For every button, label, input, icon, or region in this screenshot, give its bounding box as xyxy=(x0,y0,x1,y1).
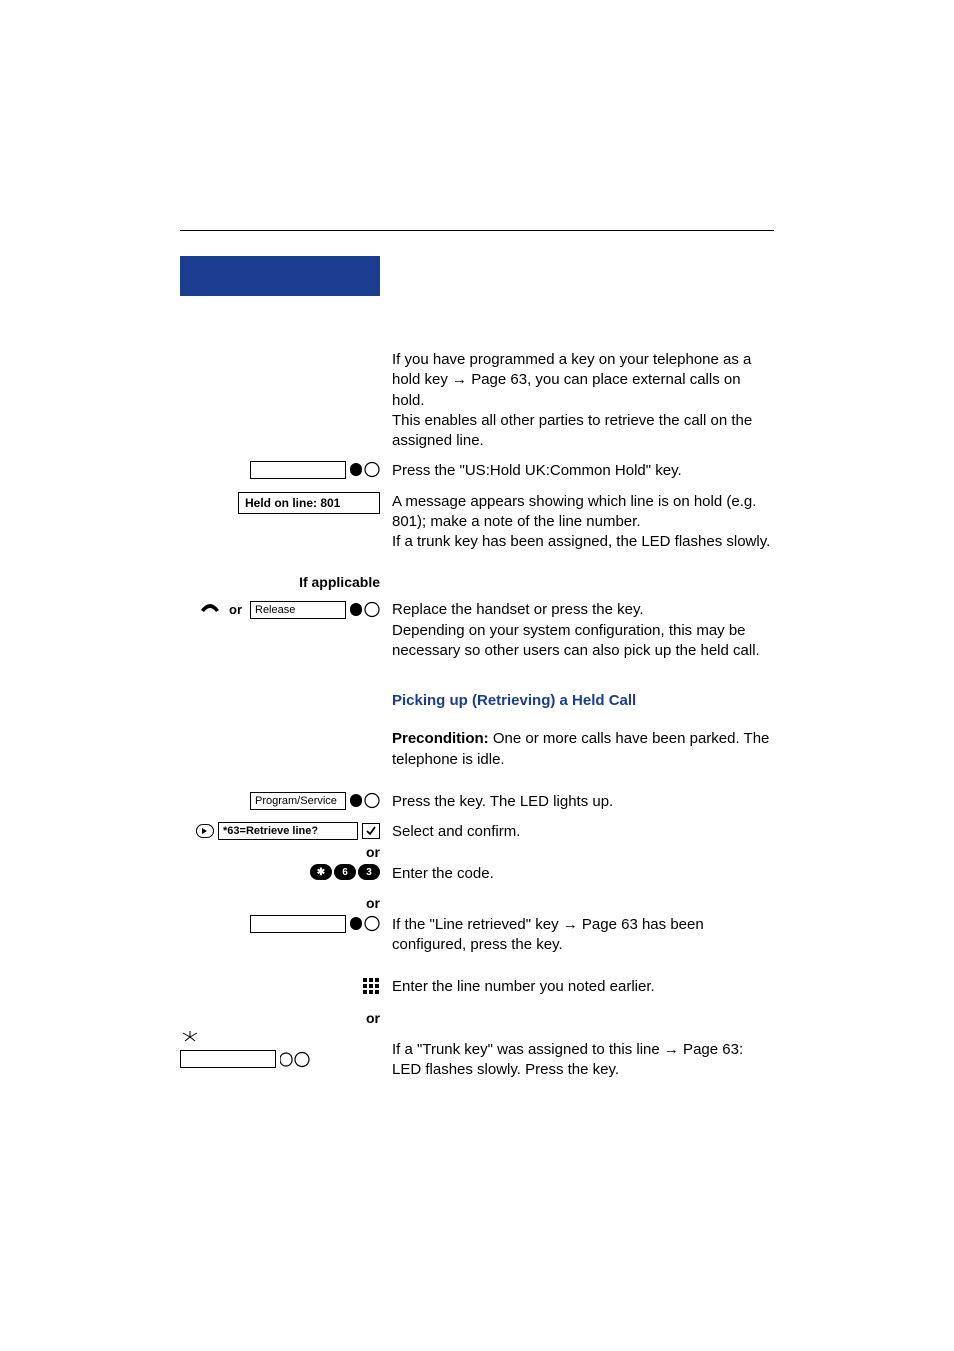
led-flash-icon xyxy=(180,1030,200,1048)
function-key-led-icon xyxy=(280,1051,310,1068)
arrow-icon: → xyxy=(563,916,578,933)
key-6: 6 xyxy=(334,864,356,880)
or-row-2: or xyxy=(180,895,774,911)
function-key-icon xyxy=(350,601,380,618)
intro-row: If you have programmed a key on your tel… xyxy=(180,350,774,451)
held-display-row: Held on line: 801 A message appears show… xyxy=(180,492,774,553)
enter-line-row: Enter the line number you noted earlier. xyxy=(180,977,774,1000)
or-label: or xyxy=(180,895,380,911)
release-p2: Depending on your system configuration, … xyxy=(392,622,760,659)
program-service-label: Program/Service xyxy=(250,792,346,810)
or-label: or xyxy=(229,602,242,617)
held-display-text: A message appears showing which line is … xyxy=(380,492,774,553)
trunk-key-row: If a "Trunk key" was assigned to this li… xyxy=(180,1030,774,1081)
scroll-arrow-icon xyxy=(196,824,214,838)
display-held-line: Held on line: 801 xyxy=(238,492,380,514)
blank-key-label xyxy=(250,915,346,933)
blank-key-label xyxy=(250,461,346,479)
horizontal-rule xyxy=(180,230,774,231)
precondition-label: Precondition: xyxy=(392,730,489,747)
function-key-icon xyxy=(350,792,380,809)
trunk-key-text: If a "Trunk key" was assigned to this li… xyxy=(380,1030,774,1081)
key-3: 3 xyxy=(358,864,380,880)
program-service-row: Program/Service Press the key. The LED l… xyxy=(180,792,774,812)
step-by-step-bar xyxy=(180,256,380,296)
page-content: If you have programmed a key on your tel… xyxy=(0,0,954,1081)
precondition-text: Precondition: One or more calls have bee… xyxy=(380,729,774,770)
enter-line-text: Enter the line number you noted earlier. xyxy=(380,977,774,997)
if-applicable-row: If applicable xyxy=(180,574,774,590)
tk-p1a: If a "Trunk key" was assigned to this li… xyxy=(392,1041,664,1058)
dialpad-icon xyxy=(362,977,380,1000)
release-row: or Release Replace the handset or press … xyxy=(180,600,774,661)
handset-icon xyxy=(199,600,221,619)
or-row-3: or xyxy=(180,1010,774,1026)
retrieve-menu-text: Select and confirm. xyxy=(380,822,774,842)
function-key-icon xyxy=(350,915,380,932)
arrow-icon: → xyxy=(664,1041,679,1058)
blank-key-label xyxy=(180,1050,276,1068)
hold-key-row: Press the "US:Hold UK:Common Hold" key. xyxy=(180,461,774,481)
release-key-label: Release xyxy=(250,601,346,619)
code-row: ✱ 6 3 Enter the code. xyxy=(180,864,774,884)
line-retrieved-text: If the "Line retrieved" key → Page 63 ha… xyxy=(380,915,774,956)
if-applicable-label: If applicable xyxy=(180,574,380,590)
header-row xyxy=(180,256,774,296)
precondition-row: Precondition: One or more calls have bee… xyxy=(180,729,774,770)
key-star: ✱ xyxy=(310,864,332,880)
code-text: Enter the code. xyxy=(380,864,774,884)
program-service-text: Press the key. The LED lights up. xyxy=(380,792,774,812)
hold-text: Press the "US:Hold UK:Common Hold" key. xyxy=(380,461,774,481)
lr-p1a: If the "Line retrieved" key xyxy=(392,916,563,933)
retrieve-menu-label: *63=Retrieve line? xyxy=(218,822,358,840)
pickup-heading: Picking up (Retrieving) a Held Call xyxy=(392,691,774,711)
release-text: Replace the handset or press the key. De… xyxy=(380,600,774,661)
or-row-1: or xyxy=(180,844,774,860)
intro-p2: This enables all other parties to retrie… xyxy=(392,412,752,449)
intro-text: If you have programmed a key on your tel… xyxy=(380,350,774,451)
arrow-icon: → xyxy=(452,371,467,388)
held-p1: A message appears showing which line is … xyxy=(392,493,756,530)
retrieve-menu-row: *63=Retrieve line? Select and confirm. xyxy=(180,822,774,842)
code-keys: ✱ 6 3 xyxy=(310,864,380,880)
heading-row: Picking up (Retrieving) a Held Call xyxy=(180,683,774,719)
held-p2: If a trunk key has been assigned, the LE… xyxy=(392,533,770,550)
line-retrieved-row: If the "Line retrieved" key → Page 63 ha… xyxy=(180,915,774,956)
confirm-check-icon xyxy=(362,823,380,839)
release-p1: Replace the handset or press the key. xyxy=(392,601,644,618)
function-key-icon xyxy=(350,461,380,478)
or-label: or xyxy=(180,1010,380,1026)
or-label: or xyxy=(180,844,380,860)
